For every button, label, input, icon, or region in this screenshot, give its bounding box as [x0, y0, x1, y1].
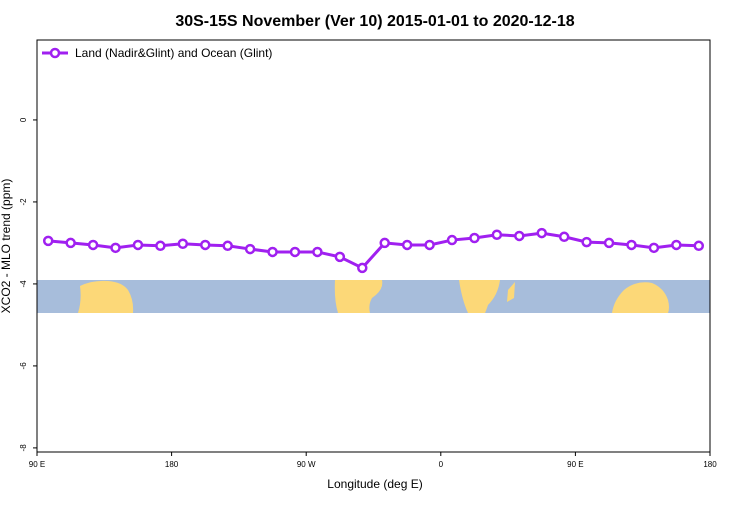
point: [648, 242, 660, 254]
x-tick-label: 180: [165, 460, 179, 469]
y-tick-label: -2: [19, 198, 28, 206]
map-strip: [37, 280, 710, 313]
x-tick-label: 90 E: [567, 460, 583, 469]
point: [42, 235, 54, 247]
y-tick-label: -6: [19, 362, 28, 370]
y-tick-label: -8: [19, 444, 28, 452]
point: [469, 232, 480, 244]
point: [289, 246, 301, 258]
point: [603, 237, 615, 249]
point: [87, 239, 99, 251]
point: [379, 237, 390, 249]
point: [581, 236, 592, 248]
chart-title: 30S-15S November (Ver 10) 2015-01-01 to …: [175, 13, 574, 30]
x-tick-label: 90 W: [297, 460, 316, 469]
point: [536, 227, 547, 239]
point: [558, 231, 570, 243]
point: [267, 246, 278, 258]
point: [693, 240, 705, 252]
x-tick-label: 180: [703, 460, 717, 469]
point: [222, 240, 233, 252]
point: [200, 239, 211, 251]
legend-marker: [49, 47, 61, 59]
point: [155, 240, 166, 252]
x-axis-label: Longitude (deg E): [327, 477, 422, 491]
point: [514, 230, 525, 242]
series-line: [48, 231, 699, 270]
point: [334, 251, 346, 263]
point: [671, 239, 682, 251]
point: [491, 229, 503, 240]
x-tick-label: 0: [439, 460, 444, 469]
point: [177, 238, 189, 249]
y-tick-label: -4: [19, 280, 28, 288]
x-tick-label: 90 E: [29, 460, 45, 469]
point: [357, 262, 368, 274]
point: [446, 234, 458, 246]
point: [424, 239, 435, 251]
point: [312, 246, 323, 258]
legend-label: Land (Nadir&Glint) and Ocean (Glint): [75, 46, 272, 60]
point: [132, 239, 144, 251]
point: [244, 243, 256, 255]
point: [626, 239, 637, 251]
y-tick-label: 0: [19, 117, 28, 122]
point: [401, 239, 413, 251]
point: [110, 242, 121, 254]
plot-frame: [36, 39, 711, 453]
y-axis-label: XCO2 - MLO trend (ppm): [0, 179, 13, 314]
point: [65, 237, 76, 249]
